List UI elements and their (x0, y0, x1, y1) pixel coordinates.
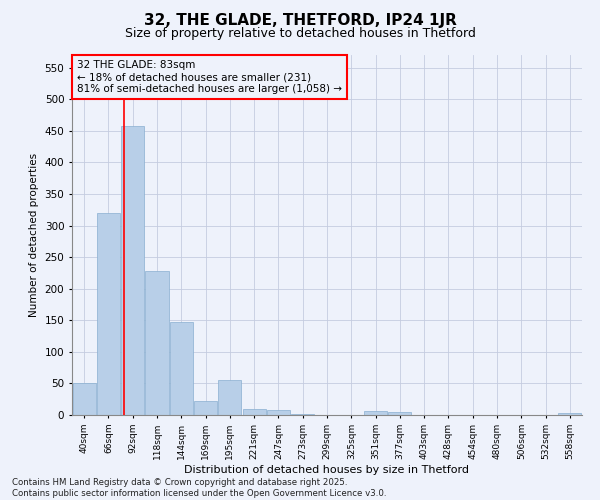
Bar (121, 126, 144, 415)
Bar (364, 411, 387, 415)
Bar (97, 213, 120, 415)
Bar (73, 384, 95, 415)
Bar (194, 401, 217, 415)
Bar (291, 414, 314, 415)
Bar (170, 322, 193, 415)
Y-axis label: Number of detached properties: Number of detached properties (29, 153, 39, 317)
Text: Size of property relative to detached houses in Thetford: Size of property relative to detached ho… (125, 28, 475, 40)
Text: Contains HM Land Registry data © Crown copyright and database right 2025.
Contai: Contains HM Land Registry data © Crown c… (12, 478, 386, 498)
Bar (559, 413, 581, 415)
Bar (242, 408, 266, 415)
Bar (267, 410, 290, 415)
Text: 32, THE GLADE, THETFORD, IP24 1JR: 32, THE GLADE, THETFORD, IP24 1JR (143, 12, 457, 28)
Bar (145, 271, 169, 415)
Text: 32 THE GLADE: 83sqm
← 18% of detached houses are smaller (231)
81% of semi-detac: 32 THE GLADE: 83sqm ← 18% of detached ho… (77, 60, 342, 94)
Bar (218, 380, 241, 415)
Bar (388, 412, 412, 415)
X-axis label: Distribution of detached houses by size in Thetford: Distribution of detached houses by size … (185, 464, 470, 474)
